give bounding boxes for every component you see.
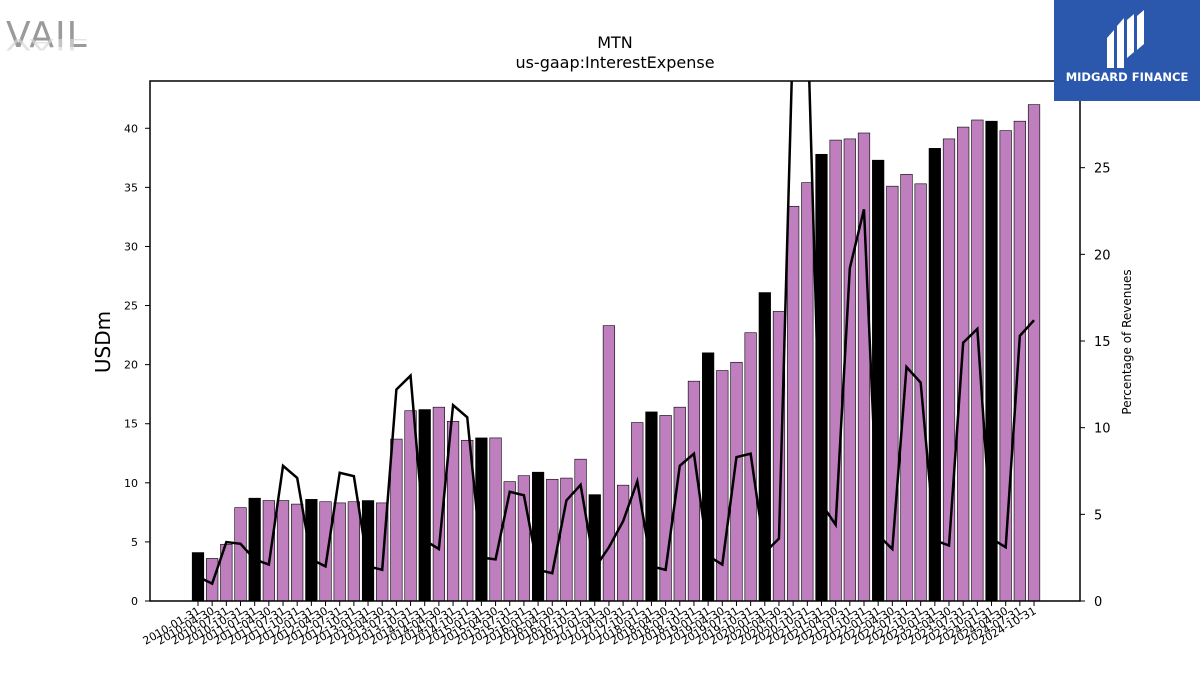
bar-2021-10-31 <box>857 132 871 602</box>
vail-logo-reflection: VAIL <box>6 34 88 54</box>
bar-2016-01-31 <box>531 471 545 602</box>
y2-tick-label: 25 <box>1094 162 1111 177</box>
bar-2019-04-30 <box>716 370 729 602</box>
y-tick-label: 25 <box>124 300 138 313</box>
bar-2012-01-31 <box>305 499 318 602</box>
bar-2019-10-31 <box>744 332 757 602</box>
bar-2012-10-31 <box>347 501 360 602</box>
bar-2019-01-31 <box>702 352 715 602</box>
bar-2013-07-31 <box>390 438 403 602</box>
bar-2016-04-30 <box>546 478 559 602</box>
bar-2023-07-31 <box>957 126 970 602</box>
y-tick-label: 35 <box>124 181 138 194</box>
left-axis-ticks: 0 5 10 15 20 25 30 35 40 <box>124 122 150 608</box>
bar-2022-07-31 <box>900 174 913 602</box>
y-axis-label: USDm <box>91 311 115 373</box>
x-axis-ticks: 2010-01-312010-04-302010-07-312010-10-31… <box>141 601 1039 648</box>
y2-tick-label: 15 <box>1094 335 1111 350</box>
bar-2018-04-30 <box>659 415 672 602</box>
y-tick-label: 30 <box>124 240 138 253</box>
y-tick-label: 10 <box>124 477 138 490</box>
y2-tick-label: 0 <box>1094 595 1102 610</box>
midgard-emblem-icon <box>1107 10 1144 68</box>
bar-2021-07-31 <box>843 138 856 602</box>
midgard-finance-logo: MIDGARD FINANCE <box>1054 0 1200 101</box>
bar-2017-07-31 <box>616 484 630 602</box>
y2-tick-label: 5 <box>1094 508 1102 523</box>
y-tick-label: 40 <box>124 122 138 135</box>
y-tick-label: 15 <box>124 418 138 431</box>
percentage-line <box>197 81 1035 586</box>
bar-2024-07-31 <box>1013 120 1026 602</box>
bar-2010-10-31 <box>234 507 247 602</box>
bar-2018-01-31 <box>645 411 658 602</box>
vail-logo: VAIL <box>6 15 88 56</box>
bar-2024-10-31 <box>1027 104 1041 602</box>
y2-tick-label: 20 <box>1094 248 1111 263</box>
percentage-of-revenues-line <box>197 81 1035 586</box>
bar-2010-04-30 <box>206 558 219 602</box>
bar-2011-07-31 <box>276 500 290 602</box>
bar-2015-07-31 <box>503 481 516 602</box>
bar-2012-07-31 <box>333 502 346 602</box>
bar-2012-04-30 <box>319 501 332 602</box>
bar-2017-04-30 <box>602 325 616 602</box>
y2-tick-label: 10 <box>1094 422 1111 437</box>
plot-frame <box>149 80 1081 602</box>
midgard-finance-wordmark: MIDGARD FINANCE <box>1065 70 1189 84</box>
bar-2015-04-30 <box>489 437 502 602</box>
bar-2023-10-31 <box>971 119 984 602</box>
chart-title: MTN <box>597 33 633 52</box>
bar-2011-01-31 <box>248 497 261 602</box>
bar-2020-07-31 <box>787 205 800 602</box>
bar-2020-10-31 <box>801 182 814 602</box>
bar-2013-10-31 <box>404 410 417 602</box>
bar-2013-01-31 <box>361 500 375 602</box>
y2-axis-label: Percentage of Revenues <box>1120 269 1134 414</box>
bar-2011-10-31 <box>291 503 304 602</box>
bar-2011-04-30 <box>262 500 275 602</box>
bar-2020-01-31 <box>758 292 771 602</box>
y-tick-label: 0 <box>131 595 138 608</box>
y-tick-label: 20 <box>124 359 138 372</box>
y-tick-label: 5 <box>131 536 138 549</box>
chart-subtitle: us-gaap:InterestExpense <box>515 53 714 72</box>
bar-series <box>191 104 1041 602</box>
bar-2021-04-30 <box>829 139 842 602</box>
bar-2016-10-31 <box>574 458 587 602</box>
